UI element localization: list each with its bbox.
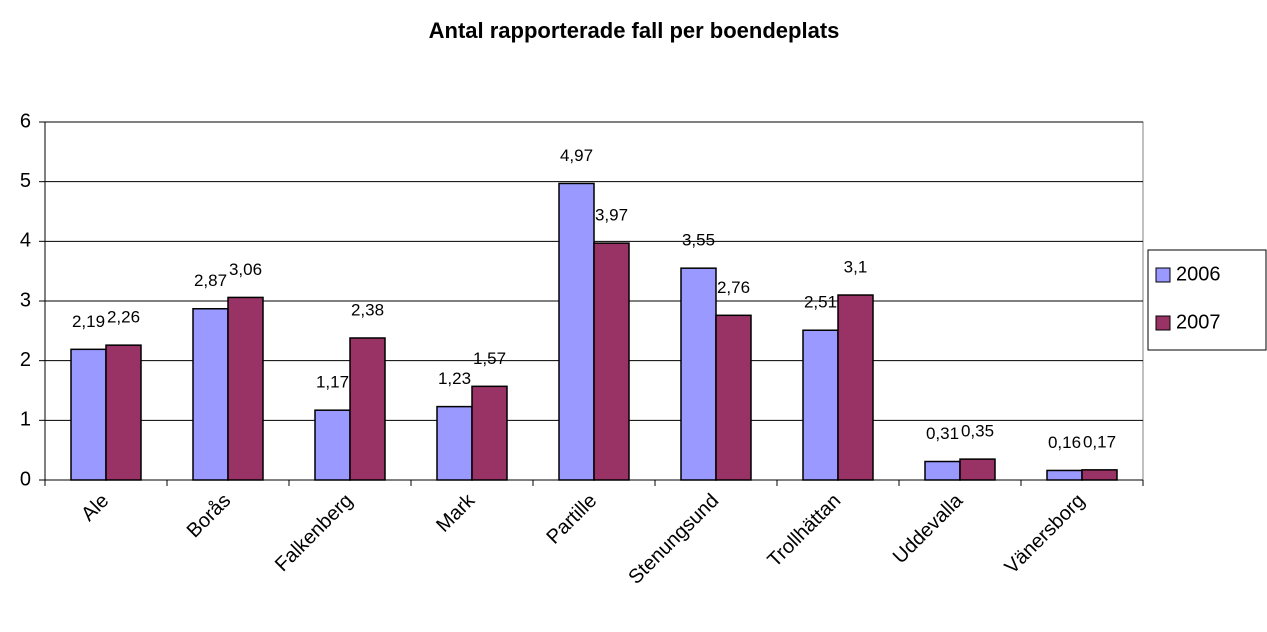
bar xyxy=(314,409,351,481)
data-label: 1,57 xyxy=(473,349,506,368)
bar xyxy=(105,344,142,481)
y-tick-label: 3 xyxy=(20,289,31,311)
bar xyxy=(837,294,874,481)
bar xyxy=(192,308,229,481)
data-label: 0,17 xyxy=(1083,432,1116,451)
data-label: 2,19 xyxy=(72,312,105,331)
bar xyxy=(593,242,630,481)
bar xyxy=(436,405,473,481)
legend-swatch xyxy=(1155,315,1171,331)
legend-label: 2007 xyxy=(1176,311,1221,333)
bar xyxy=(680,267,717,481)
data-label: 3,55 xyxy=(682,231,715,250)
data-label: 3,06 xyxy=(229,260,262,279)
bar xyxy=(70,348,107,481)
data-label: 1,23 xyxy=(438,369,471,388)
bar xyxy=(227,296,264,481)
data-label: 2,76 xyxy=(717,278,750,297)
y-tick-label: 5 xyxy=(20,170,31,192)
legend-swatch xyxy=(1155,267,1171,283)
bar xyxy=(558,182,595,481)
data-label: 4,97 xyxy=(560,146,593,165)
x-tick-label: Ale xyxy=(77,490,113,526)
legend-box xyxy=(1147,249,1267,351)
data-label: 2,38 xyxy=(351,300,384,319)
chart-title: Antal rapporterade fall per boendeplats xyxy=(429,18,840,43)
data-label: 3,1 xyxy=(844,258,868,277)
data-label: 0,35 xyxy=(961,422,994,441)
x-tick-label: Falkenberg xyxy=(271,490,357,576)
y-tick-label: 1 xyxy=(20,409,31,431)
x-tick-label: Borås xyxy=(183,490,236,543)
bar xyxy=(349,337,386,481)
bar xyxy=(471,385,508,481)
data-label: 2,26 xyxy=(107,308,140,327)
legend-label: 2006 xyxy=(1176,263,1221,285)
x-tick-label: Vänersborg xyxy=(1001,490,1090,579)
x-tick-label: Uddevalla xyxy=(889,489,968,568)
x-tick-label: Partille xyxy=(542,490,601,549)
data-label: 0,31 xyxy=(926,424,959,443)
x-tick-label: Mark xyxy=(432,489,480,537)
bar xyxy=(802,329,839,481)
bar xyxy=(924,460,961,481)
x-tick-label: Stenungsund xyxy=(624,490,723,589)
y-tick-label: 2 xyxy=(20,349,31,371)
data-label: 0,16 xyxy=(1048,433,1081,452)
y-tick-label: 6 xyxy=(20,110,31,132)
bar xyxy=(715,314,752,481)
data-label: 2,51 xyxy=(804,293,837,312)
bar xyxy=(1046,469,1083,481)
y-tick-label: 0 xyxy=(20,468,31,490)
bar xyxy=(1081,469,1118,481)
data-label: 3,97 xyxy=(595,206,628,225)
x-tick-label: Trollhättan xyxy=(763,490,845,572)
bar xyxy=(959,458,996,481)
y-tick-label: 4 xyxy=(20,230,31,252)
data-label: 2,87 xyxy=(194,271,227,290)
data-label: 1,17 xyxy=(316,373,349,392)
